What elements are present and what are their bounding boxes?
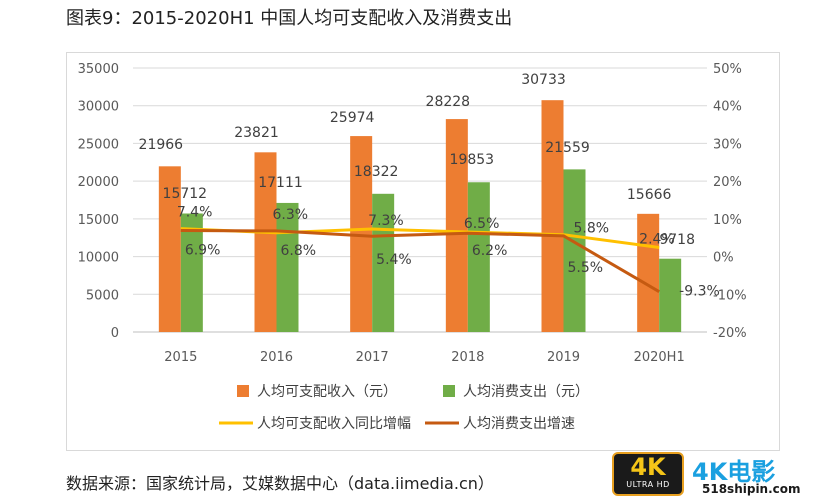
legend-swatch: [237, 385, 249, 397]
line-value-label: 6.3%: [273, 207, 309, 223]
watermark-badge-big: 4K: [630, 453, 666, 481]
line-value-label: 6.2%: [472, 243, 508, 259]
bar-value-label: 19853: [450, 152, 495, 168]
chart-frame: 0 5000 10000 15000 20000 25000 30000 35000 -20% -…: [66, 52, 780, 451]
y-left-tick-label: 25000: [78, 137, 119, 152]
x-tick-label: 2020H1: [634, 350, 685, 365]
line-value-label: 5.5%: [568, 260, 604, 276]
bar-consumption: [659, 258, 682, 332]
x-tick-label: 2018: [451, 350, 484, 365]
line-value-label: 5.4%: [376, 252, 412, 268]
figure-title: 图表9：2015-2020H1 中国人均可支配收入及消费支出: [66, 8, 513, 29]
legend-swatch: [443, 385, 455, 397]
bar-value-label: 18322: [354, 164, 399, 180]
bar-value-label: 23821: [234, 125, 279, 141]
y-left-tick-label: 15000: [78, 213, 119, 228]
source-note: 数据来源：国家统计局，艾媒数据中心（data.iimedia.cn）: [66, 474, 494, 493]
bar-value-label: 28228: [426, 94, 471, 110]
bar-value-label: 21966: [139, 137, 184, 153]
legend-label: 人均消费支出增速: [463, 416, 575, 432]
legend-label: 人均可支配收入同比增幅: [257, 416, 411, 432]
y-left-tick-label: 5000: [86, 288, 119, 303]
bar-consumption: [180, 213, 203, 332]
bar-income: [350, 136, 373, 332]
y-right-tick-label: 30%: [713, 137, 742, 152]
line-value-label: 7.4%: [177, 205, 213, 221]
line-value-label: 5.8%: [574, 221, 610, 237]
line-value-label: 6.8%: [281, 243, 317, 259]
line-value-label: 7.3%: [368, 213, 404, 229]
bar-value-label: 15712: [163, 186, 208, 202]
legend-label: 人均消费支出（元）: [463, 384, 589, 400]
y-left-tick-label: 0: [111, 326, 119, 341]
watermark-badge-small: ULTRA HD: [626, 480, 670, 489]
bar-value-label: 15666: [627, 187, 672, 203]
x-tick-label: 2015: [164, 350, 197, 365]
bar-income: [158, 166, 181, 332]
line-value-label: 6.5%: [464, 216, 500, 232]
line-value-label: -9.3%: [679, 284, 720, 300]
y-left-tick-label: 30000: [78, 100, 119, 115]
x-tick-label: 2019: [547, 350, 580, 365]
legend-label: 人均可支配收入（元）: [257, 384, 397, 400]
line-consumption-growth: [180, 229, 660, 293]
y-right-tick-label: 20%: [713, 175, 742, 190]
bar-consumption: [467, 182, 490, 332]
chart-svg: 0 5000 10000 15000 20000 25000 30000 35000 -20% -…: [78, 62, 747, 432]
bar-consumption: [563, 169, 586, 332]
watermark-logo: 4K ULTRA HD: [612, 452, 684, 496]
y-left-tick-label: 10000: [78, 251, 119, 266]
y-right-tick-label: -20%: [713, 326, 747, 341]
bar-consumption: [276, 202, 299, 332]
line-value-label: 2.4%: [639, 232, 675, 248]
line-value-label: 6.9%: [185, 243, 221, 259]
x-tick-label: 2017: [356, 350, 389, 365]
bar-value-label: 30733: [521, 72, 566, 88]
y-left-tick-label: 35000: [78, 62, 119, 77]
y-right-tick-label: -10%: [713, 288, 747, 303]
bar-value-label: 21559: [545, 140, 590, 156]
y-left-tick-label: 20000: [78, 175, 119, 190]
y-right-tick-label: 0%: [713, 251, 734, 266]
bar-income: [254, 152, 277, 332]
bar-income: [541, 100, 564, 333]
x-tick-label: 2016: [260, 350, 293, 365]
y-right-tick-label: 40%: [713, 100, 742, 115]
y-right-tick-label: 50%: [713, 62, 742, 77]
bar-value-label: 17111: [258, 175, 303, 191]
watermark-site: 518shipin.com: [702, 482, 801, 496]
watermark-brand: 4K电影: [692, 458, 776, 486]
bar-value-label: 25974: [330, 110, 375, 126]
bar-income: [445, 119, 468, 332]
bar-value-label: 9718: [659, 232, 695, 248]
y-right-tick-label: 10%: [713, 213, 742, 228]
bar-income: [637, 213, 660, 332]
